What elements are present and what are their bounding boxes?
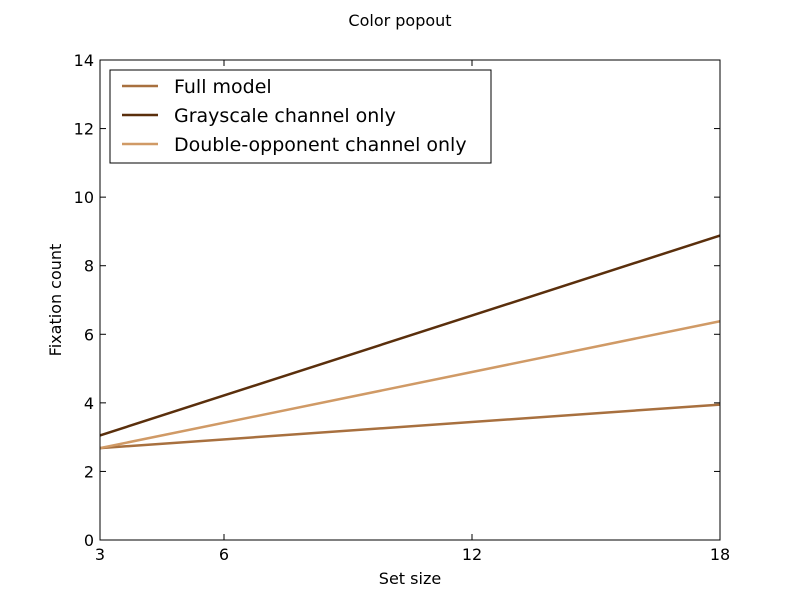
legend-label-3: Double-opponent channel only xyxy=(174,134,467,156)
plot-lines xyxy=(99,234,721,450)
y-tick-label: 0 xyxy=(84,531,94,550)
y-tick-label: 6 xyxy=(84,325,94,344)
x-axis-title: Set size xyxy=(379,569,441,588)
y-axis-title: Fixation count xyxy=(46,244,65,357)
x-tick-label: 12 xyxy=(462,545,482,564)
y-tick-label: 4 xyxy=(84,394,94,413)
series-line-2 xyxy=(99,234,721,437)
y-tick-label: 14 xyxy=(74,51,94,70)
x-tick-label: 6 xyxy=(219,545,229,564)
y-tick-label: 10 xyxy=(74,188,94,207)
x-tick-label: 3 xyxy=(95,545,105,564)
plot-frame xyxy=(99,59,721,541)
legend: Full model Grayscale channel only Double-o… xyxy=(109,69,492,164)
series-line-3 xyxy=(99,320,721,450)
chart-title: Color popout xyxy=(348,11,451,30)
x-axis-ticks: 3 6 12 18 xyxy=(95,60,730,564)
y-axis-ticks: 0 2 4 6 8 10 12 14 xyxy=(74,51,720,550)
legend-label-2: Grayscale channel only xyxy=(174,105,396,127)
legend-label-1: Full model xyxy=(174,76,272,98)
series-line-1 xyxy=(99,403,721,450)
y-tick-label: 2 xyxy=(84,462,94,481)
y-tick-label: 12 xyxy=(74,120,94,139)
y-tick-label: 8 xyxy=(84,257,94,276)
x-tick-label: 18 xyxy=(710,545,730,564)
legend-box xyxy=(109,69,492,164)
